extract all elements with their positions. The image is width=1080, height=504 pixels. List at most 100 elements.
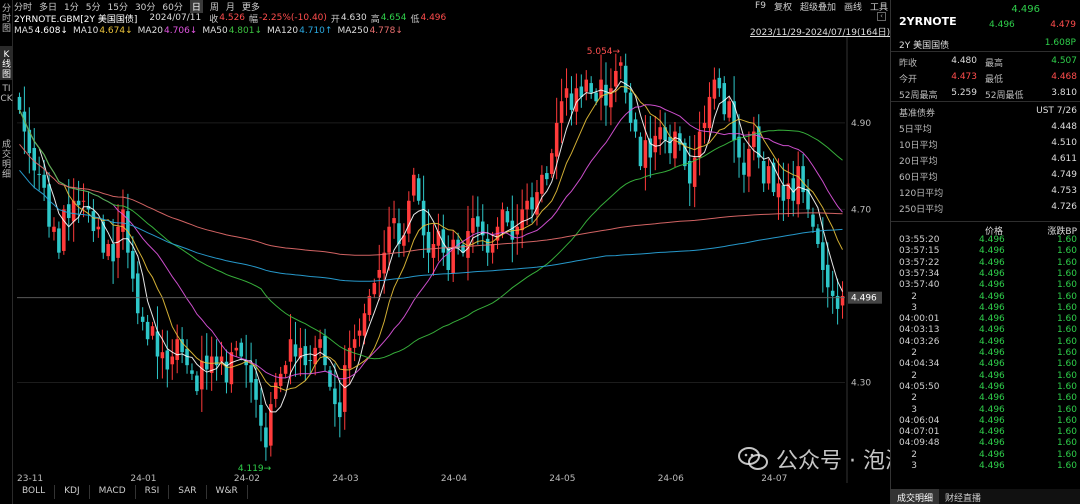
candle[interactable] bbox=[66, 179, 71, 241]
candle[interactable] bbox=[407, 191, 411, 243]
candle[interactable] bbox=[840, 281, 845, 319]
candle[interactable] bbox=[421, 175, 426, 258]
candle[interactable] bbox=[623, 53, 628, 104]
candle[interactable] bbox=[32, 128, 37, 189]
candle[interactable] bbox=[140, 307, 145, 331]
candle[interactable] bbox=[683, 138, 687, 171]
candle[interactable] bbox=[308, 345, 313, 375]
candle[interactable] bbox=[628, 83, 633, 132]
candle[interactable] bbox=[722, 76, 727, 121]
period-7[interactable]: 日 bbox=[189, 0, 203, 13]
candle[interactable] bbox=[811, 207, 815, 233]
candle[interactable] bbox=[269, 391, 273, 457]
candle[interactable] bbox=[165, 330, 170, 388]
candle[interactable] bbox=[801, 154, 805, 204]
candle[interactable] bbox=[766, 159, 771, 190]
candle[interactable] bbox=[648, 115, 653, 178]
candle[interactable] bbox=[328, 366, 332, 391]
candle[interactable] bbox=[273, 372, 278, 408]
view-tab-0[interactable]: 分时图 bbox=[1, 4, 11, 34]
candle[interactable] bbox=[574, 73, 579, 125]
candle[interactable] bbox=[57, 221, 61, 259]
candle[interactable] bbox=[155, 306, 160, 380]
candle[interactable] bbox=[653, 115, 658, 171]
candle[interactable] bbox=[121, 189, 125, 250]
candle[interactable] bbox=[697, 111, 702, 176]
candle[interactable] bbox=[520, 189, 524, 249]
candle[interactable] bbox=[781, 162, 786, 222]
candle[interactable] bbox=[816, 224, 820, 248]
period-0[interactable]: 分时 bbox=[14, 2, 33, 13]
candle[interactable] bbox=[530, 182, 534, 223]
candle[interactable] bbox=[338, 379, 342, 438]
candle[interactable] bbox=[545, 166, 549, 186]
collapse-icon[interactable]: ‹ bbox=[877, 12, 886, 21]
period-8[interactable]: 周 bbox=[209, 2, 219, 13]
candle[interactable] bbox=[609, 68, 613, 126]
candle[interactable] bbox=[618, 56, 623, 80]
period-10[interactable]: 更多 bbox=[241, 2, 260, 13]
candle[interactable] bbox=[170, 339, 175, 380]
candle[interactable] bbox=[663, 112, 667, 154]
candle[interactable] bbox=[333, 363, 337, 427]
candle[interactable] bbox=[362, 303, 367, 345]
candle[interactable] bbox=[372, 278, 377, 299]
view-tab-3[interactable]: 成交明细 bbox=[1, 140, 11, 180]
candle[interactable] bbox=[397, 208, 401, 258]
candle[interactable] bbox=[540, 165, 544, 203]
candle[interactable] bbox=[614, 53, 618, 103]
candle[interactable] bbox=[806, 179, 810, 218]
candle[interactable] bbox=[145, 314, 150, 346]
candle[interactable] bbox=[554, 97, 559, 180]
indicator-tab-1[interactable]: KDJ bbox=[55, 485, 90, 499]
candle[interactable] bbox=[190, 363, 194, 381]
period-6[interactable]: 60分 bbox=[162, 2, 183, 13]
candle[interactable] bbox=[416, 173, 421, 205]
indicator-tab-2[interactable]: MACD bbox=[90, 485, 136, 499]
candle[interactable] bbox=[234, 340, 239, 357]
candle[interactable] bbox=[293, 321, 298, 377]
candle[interactable] bbox=[525, 183, 529, 225]
candle[interactable] bbox=[431, 224, 436, 276]
candle[interactable] bbox=[564, 68, 569, 116]
candle[interactable] bbox=[264, 412, 268, 461]
candle[interactable] bbox=[771, 158, 776, 196]
candle[interactable] bbox=[668, 124, 672, 165]
candle[interactable] bbox=[219, 341, 224, 375]
candle[interactable] bbox=[283, 360, 288, 378]
candle[interactable] bbox=[476, 196, 480, 245]
candle[interactable] bbox=[825, 242, 830, 308]
candle[interactable] bbox=[204, 333, 209, 390]
candle[interactable] bbox=[761, 151, 766, 193]
candle[interactable] bbox=[298, 327, 303, 377]
panel-tab-1[interactable]: 财经直播 bbox=[945, 494, 982, 504]
candle[interactable] bbox=[732, 76, 736, 163]
view-tab-2[interactable]: TICK bbox=[0, 84, 13, 104]
tool-2[interactable]: 超级叠加 bbox=[799, 2, 836, 13]
candle[interactable] bbox=[352, 324, 357, 362]
candle[interactable] bbox=[579, 74, 584, 108]
period-9[interactable]: 月 bbox=[225, 2, 235, 13]
candle[interactable] bbox=[633, 112, 638, 138]
candle[interactable] bbox=[200, 335, 204, 412]
candle[interactable] bbox=[111, 218, 115, 284]
candle[interactable] bbox=[91, 199, 96, 242]
candle[interactable] bbox=[175, 324, 179, 374]
candle[interactable] bbox=[224, 349, 229, 394]
period-5[interactable]: 30分 bbox=[134, 2, 156, 13]
candle[interactable] bbox=[214, 339, 219, 381]
indicator-tab-4[interactable]: SAR bbox=[169, 485, 207, 499]
candle[interactable] bbox=[259, 387, 263, 442]
candle[interactable] bbox=[101, 214, 106, 259]
candle[interactable] bbox=[411, 167, 416, 202]
period-1[interactable]: 多日 bbox=[39, 2, 58, 13]
period-3[interactable]: 5分 bbox=[85, 2, 101, 13]
candle[interactable] bbox=[559, 78, 564, 144]
candle[interactable] bbox=[643, 115, 648, 191]
tool-3[interactable]: 画线 bbox=[843, 2, 862, 13]
candle[interactable] bbox=[466, 205, 470, 281]
candle[interactable] bbox=[835, 278, 840, 325]
candle[interactable] bbox=[150, 321, 155, 340]
period-4[interactable]: 15分 bbox=[107, 2, 128, 13]
period-2[interactable]: 1分 bbox=[64, 2, 79, 13]
